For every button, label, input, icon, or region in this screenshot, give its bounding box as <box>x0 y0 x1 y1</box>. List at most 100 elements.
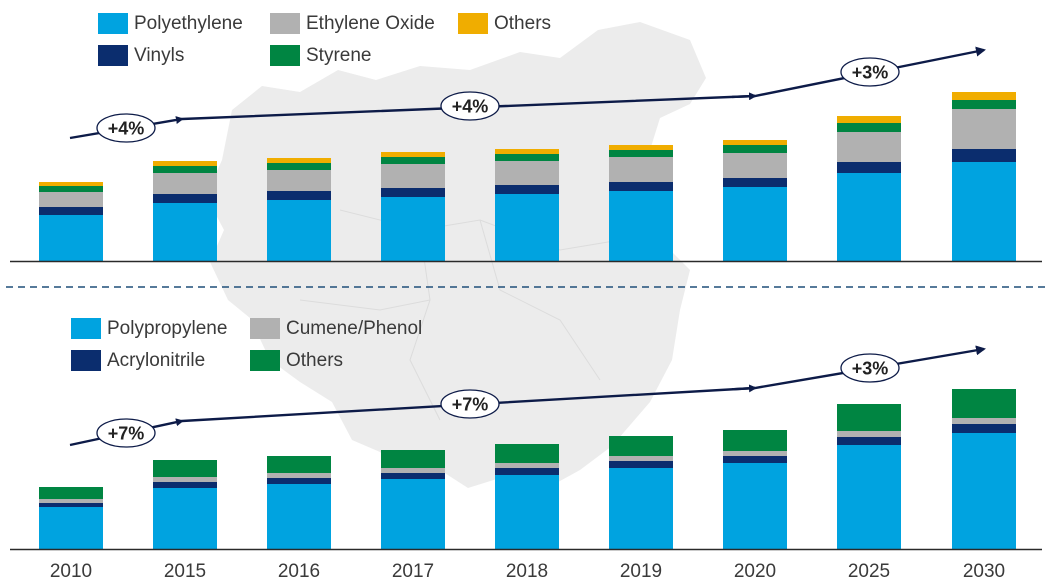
bar-segment-cumene-phenol-2030 <box>952 418 1016 424</box>
bar-segment-styrene-2018 <box>495 154 559 161</box>
bar-segment-ethylene-oxide-2019 <box>609 157 673 182</box>
bar-segment-styrene-2025 <box>837 123 901 132</box>
bar-segment-others-2018 <box>495 444 559 463</box>
bar-segment-others-2017 <box>381 152 445 157</box>
legend-top: Polyethylene Ethylene Oxide Others Vinyl… <box>0 0 1050 80</box>
background-map-shape <box>206 22 706 492</box>
year-tick-label: 2010 <box>50 561 92 582</box>
trend-arrow-joint <box>175 116 184 124</box>
bar-segment-styrene-2020 <box>723 145 787 153</box>
trend-arrow-joint <box>732 92 757 101</box>
bar-segment-polypropylene-2030 <box>952 433 1016 549</box>
legend-swatch-polypropylene <box>71 318 101 339</box>
bar-segment-acrylonitrile-2020 <box>723 456 787 463</box>
growth-rate-label: +3% <box>852 63 889 83</box>
growth-rate-oval <box>440 91 500 121</box>
year-tick-label: 2015 <box>164 561 206 582</box>
year-tick-label: 2025 <box>848 561 890 582</box>
legend-label: Styrene <box>306 45 372 66</box>
bar-segment-polyethylene-2010 <box>39 215 103 261</box>
year-tick-label: 2030 <box>963 561 1005 582</box>
bar-segment-acrylonitrile-2030 <box>952 424 1016 433</box>
year-tick-label: 2017 <box>392 561 434 582</box>
bar-segment-ethylene-oxide-2030 <box>952 109 1016 149</box>
bar-segment-polypropylene-2018 <box>495 475 559 549</box>
bar-segment-ethylene-oxide-2025 <box>837 132 901 162</box>
bar-segment-polypropylene-2015 <box>153 488 217 549</box>
growth-rate-label: +7% <box>452 395 489 415</box>
bar-segment-polyethylene-2018 <box>495 194 559 261</box>
trend-arrow-joint <box>175 418 184 427</box>
bar-segment-cumene-phenol-2016 <box>267 473 331 478</box>
bar-segment-acrylonitrile-2018 <box>495 468 559 475</box>
bar-segment-vinyls-2019 <box>609 182 673 191</box>
bar-segment-styrene-2015 <box>153 166 217 173</box>
axis-layer <box>10 260 1042 551</box>
bar-segment-others-2018 <box>495 149 559 154</box>
bar-segment-polypropylene-2016 <box>267 484 331 549</box>
bar-segment-acrylonitrile-2015 <box>153 482 217 488</box>
bar-segment-others-2016 <box>267 456 331 473</box>
year-tick-label: 2019 <box>620 561 662 582</box>
legend-label: Polyethylene <box>134 13 243 34</box>
bar-segment-others-2010 <box>39 487 103 499</box>
bar-segment-others-2015 <box>153 161 217 166</box>
bar-segment-acrylonitrile-2025 <box>837 437 901 445</box>
bar-segment-polyethylene-2025 <box>837 173 901 261</box>
bar-segment-ethylene-oxide-2010 <box>39 192 103 207</box>
growth-rate-label: +4% <box>452 97 489 117</box>
year-tick-label: 2020 <box>734 561 776 582</box>
bar-segment-acrylonitrile-2010 <box>39 503 103 507</box>
bar-segment-others-2020 <box>723 430 787 451</box>
bar-segment-polyethylene-2020 <box>723 187 787 261</box>
bar-segment-vinyls-2015 <box>153 194 217 203</box>
legend-label: Others <box>494 13 552 34</box>
bar-segment-polyethylene-2015 <box>153 203 217 261</box>
bar-segment-polyethylene-2017 <box>381 197 445 261</box>
legend-label: Others <box>286 350 344 371</box>
bar-segment-vinyls-2010 <box>39 207 103 215</box>
bar-segment-cumene-phenol-2015 <box>153 477 217 482</box>
bar-segment-polypropylene-2017 <box>381 479 445 549</box>
legend-swatch-vinyls <box>98 45 128 66</box>
year-tick-label: 2016 <box>278 561 320 582</box>
bar-segment-polyethylene-2030 <box>952 162 1016 261</box>
growth-rate-oval <box>840 57 900 87</box>
bar-segment-others-2030 <box>952 92 1016 100</box>
legend-bottom: Polypropylene Cumene/Phenol Acrylonitril… <box>71 318 422 371</box>
bars-layer <box>39 92 1016 549</box>
bar-segment-acrylonitrile-2019 <box>609 461 673 468</box>
bar-segment-others-2019 <box>609 145 673 150</box>
growth-rate-oval <box>96 113 156 143</box>
bar-segment-styrene-2030 <box>952 100 1016 109</box>
bar-segment-cumene-phenol-2018 <box>495 463 559 468</box>
legend-label: Polypropylene <box>107 318 228 339</box>
growth-rate-oval <box>440 389 500 419</box>
legend-label: Vinyls <box>134 45 185 66</box>
bar-segment-others-2030 <box>952 389 1016 418</box>
growth-rate-oval <box>840 353 900 383</box>
bar-segment-others-2019 <box>609 436 673 456</box>
bar-segment-ethylene-oxide-2016 <box>267 170 331 191</box>
bar-segment-acrylonitrile-2016 <box>267 478 331 484</box>
growth-rate-label: +3% <box>852 359 889 379</box>
bar-segment-vinyls-2017 <box>381 188 445 197</box>
bar-segment-others-2016 <box>267 158 331 163</box>
bar-segment-polyethylene-2019 <box>609 191 673 261</box>
bar-segment-others-2010 <box>39 182 103 186</box>
growth-rate-oval <box>96 418 156 448</box>
bar-segment-acrylonitrile-2017 <box>381 473 445 479</box>
bar-segment-ethylene-oxide-2018 <box>495 161 559 185</box>
year-labels: 2010 2015 2016 2017 2018 2019 2020 2025 2030 <box>50 561 1005 582</box>
bar-segment-others-2025 <box>837 404 901 431</box>
bar-segment-polypropylene-2019 <box>609 468 673 549</box>
bar-segment-vinyls-2018 <box>495 185 559 194</box>
bar-segment-polypropylene-2020 <box>723 463 787 549</box>
trend-arrows: +4% +4% +3% +7% +7% +3% <box>69 46 986 448</box>
bar-segment-styrene-2019 <box>609 150 673 157</box>
trend-arrow-joint <box>732 384 757 393</box>
bar-segment-styrene-2017 <box>381 157 445 164</box>
legend-label: Acrylonitrile <box>107 350 206 371</box>
bar-segment-vinyls-2030 <box>952 149 1016 162</box>
bar-segment-vinyls-2025 <box>837 162 901 173</box>
